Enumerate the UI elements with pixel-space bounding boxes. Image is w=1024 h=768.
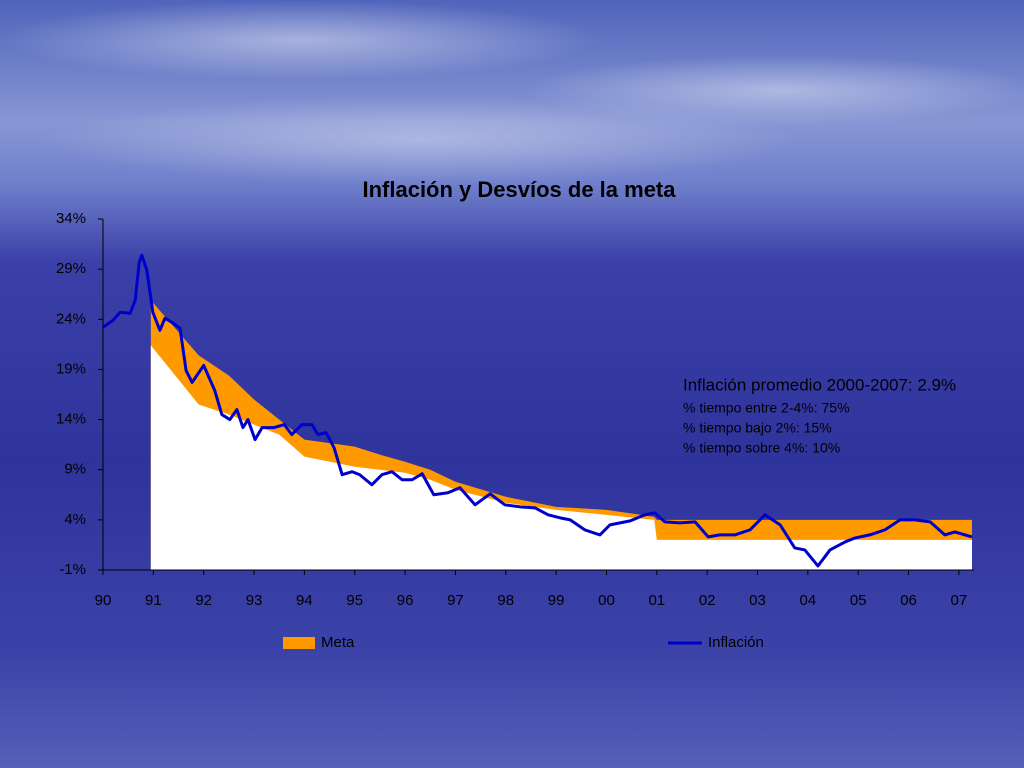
inflation-line xyxy=(102,253,973,568)
x-tick-label: 96 xyxy=(397,592,414,609)
x-tick-label: 92 xyxy=(195,592,212,609)
x-tick-label: 07 xyxy=(951,592,968,609)
x-tick-label: 91 xyxy=(145,592,162,609)
x-tick-label: 06 xyxy=(900,592,917,609)
y-tick-label: -1% xyxy=(59,561,86,578)
x-tick-label: 03 xyxy=(749,592,766,609)
legend-label: Meta xyxy=(321,634,355,651)
x-tick-label: 04 xyxy=(800,592,817,609)
legend: Meta Inflación xyxy=(283,634,764,651)
y-tick-label: 29% xyxy=(56,260,86,277)
annotation: % tiempo entre 2-4%: 75% xyxy=(683,400,850,416)
x-tick-label: 01 xyxy=(648,592,665,609)
y-tick-label: 4% xyxy=(64,511,86,528)
x-tick-label: 98 xyxy=(497,592,514,609)
legend-swatch xyxy=(283,637,315,649)
x-tick-label: 00 xyxy=(598,592,615,609)
x-tick-label: 94 xyxy=(296,592,313,609)
x-tick-label: 95 xyxy=(346,592,363,609)
y-tick-label: 24% xyxy=(56,310,86,327)
y-tick-label: 9% xyxy=(64,461,86,478)
annotation: % tiempo sobre 4%: 10% xyxy=(683,440,840,456)
target-band-lower xyxy=(150,345,972,570)
annotation: Inflación promedio 2000-2007: 2.9% xyxy=(683,375,956,394)
chart-title: Inflación y Desvíos de la meta xyxy=(362,177,676,202)
legend-label: Inflación xyxy=(708,634,764,651)
x-tick-label: 02 xyxy=(699,592,716,609)
y-tick-label: 14% xyxy=(56,411,86,428)
y-tick-label: 19% xyxy=(56,360,86,377)
x-tick-label: 90 xyxy=(95,592,112,609)
x-tick-label: 93 xyxy=(246,592,263,609)
annotation: % tiempo bajo 2%: 15% xyxy=(683,420,832,436)
x-tick-label: 97 xyxy=(447,592,464,609)
x-tick-label: 05 xyxy=(850,592,867,609)
y-tick-label: 34% xyxy=(56,210,86,227)
x-tick-label: 99 xyxy=(548,592,565,609)
plot-area: -1% 4% 9% 14% 19% 24% 29% 34% 90 91 92 93 94 95 96 97 98… xyxy=(56,210,974,609)
